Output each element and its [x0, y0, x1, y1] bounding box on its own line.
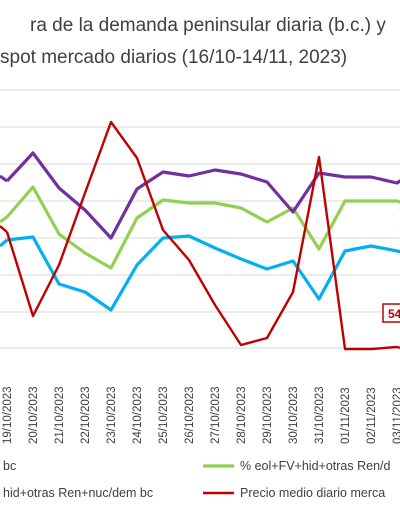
- chart-title: ra de la demanda peninsular diaria (b.c.…: [0, 15, 386, 68]
- series-line-2: [5, 151, 400, 240]
- x-tick-label: 01/11/2023: [340, 387, 352, 444]
- series-line-2-lead: [0, 174, 8, 183]
- legend-label-0: bc: [3, 459, 16, 473]
- x-tick-label: 20/10/2023: [28, 386, 40, 444]
- series-line-1-lead: [0, 215, 8, 224]
- x-axis-ticks: 19/10/2023 20/10/2023 21/10/2023 22/10/2023…: [2, 386, 400, 444]
- x-tick-label: 27/10/2023: [210, 386, 222, 444]
- x-tick-label: 26/10/2023: [184, 386, 196, 444]
- data-label-value: 54: [388, 307, 400, 321]
- x-tick-label: 31/10/2023: [314, 386, 326, 444]
- x-tick-label: 22/10/2023: [80, 386, 92, 444]
- series-line-0-lead: [0, 238, 9, 248]
- x-tick-label: 25/10/2023: [158, 386, 170, 444]
- legend-label-2: hid+otras Ren+nuc/dem bc: [3, 486, 153, 500]
- data-label-box: [382, 303, 400, 323]
- chart-title-line-2: spot mercado diarios (16/10-14/11, 2023): [0, 47, 347, 68]
- x-tick-label: 24/10/2023: [132, 386, 144, 444]
- x-tick-label: 28/10/2023: [236, 386, 248, 444]
- series-line-3-lead: [0, 225, 8, 233]
- x-tick-label: 19/10/2023: [2, 386, 14, 444]
- series-lines: [0, 120, 400, 351]
- legend-label-3: Precio medio diario merca: [240, 486, 385, 500]
- legend: bc % eol+FV+hid+otras Ren/d hid+otras Ren+…: [3, 459, 390, 500]
- x-tick-label: 02/11/2023: [366, 387, 378, 444]
- x-tick-label: 29/10/2023: [262, 386, 274, 444]
- x-tick-label: 21/10/2023: [54, 386, 66, 444]
- x-tick-label: 23/10/2023: [106, 386, 118, 444]
- x-tick-label: 30/10/2023: [288, 386, 300, 444]
- data-label-group: 54: [382, 303, 400, 323]
- chart-title-line-1: ra de la demanda peninsular diaria (b.c.…: [30, 15, 386, 36]
- legend-label-1: % eol+FV+hid+otras Ren/d: [240, 459, 390, 473]
- x-tick-label: 03/11/2023: [392, 387, 400, 444]
